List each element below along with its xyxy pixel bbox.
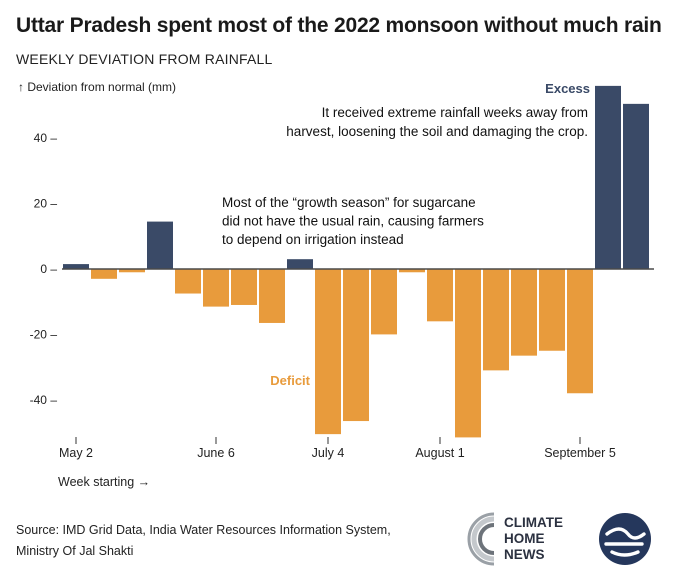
climate-home-news-logo: CLIMATE HOME NEWS: [467, 512, 563, 566]
bar-deficit: [567, 269, 593, 394]
excess-label: Excess: [545, 81, 590, 96]
y-tick-label: 0 –: [40, 262, 57, 276]
annotation-excess-line: harvest, loosening the soil and damaging…: [286, 124, 588, 139]
source-note: Source: IMD Grid Data, India Water Resou…: [16, 520, 416, 562]
logo-text-news: NEWS: [504, 547, 545, 562]
x-tick-label: May 2: [59, 446, 93, 460]
bar-deficit: [119, 269, 145, 273]
bar-deficit: [427, 269, 453, 322]
annotation-growth-line: did not have the usual rain, causing far…: [222, 214, 484, 229]
bar-excess: [623, 103, 649, 270]
bar-excess: [63, 264, 89, 269]
y-tick-label: 20 –: [34, 197, 58, 211]
annotation-excess-line: It received extreme rainfall weeks away …: [322, 105, 588, 120]
y-tick-label: -40 –: [30, 393, 58, 407]
chart-subtitle: WEEKLY DEVIATION FROM RAINFALL: [16, 51, 273, 67]
logo-text-climate: CLIMATE: [504, 515, 563, 530]
x-tick-label: July 4: [312, 446, 345, 460]
x-tick-label: June 6: [197, 446, 235, 460]
annotation-growth-line: Most of the “growth season” for sugarcan…: [222, 195, 476, 210]
source-line-2: Ministry Of Jal Shakti: [16, 544, 134, 558]
y-tick-label: 40 –: [34, 131, 58, 145]
bar-excess: [287, 259, 313, 269]
x-tick-label: August 1: [415, 446, 464, 460]
chart-title: Uttar Pradesh spent most of the 2022 mon…: [16, 14, 662, 37]
bar-deficit: [371, 269, 397, 335]
bar-deficit: [175, 269, 201, 294]
source-line-1: Source: IMD Grid Data, India Water Resou…: [16, 523, 391, 537]
logo-text-home: HOME: [504, 531, 545, 546]
x-tick-label: September 5: [544, 446, 616, 460]
bar-deficit: [539, 269, 565, 351]
bar-deficit: [231, 269, 257, 305]
bar-excess: [595, 85, 621, 269]
bar-deficit: [315, 269, 341, 435]
bar-deficit: [91, 269, 117, 279]
x-axis-label: Week starting →: [58, 475, 150, 489]
bar-deficit: [455, 269, 481, 438]
bar-deficit: [399, 269, 425, 273]
y-tick-label: -20 –: [30, 327, 58, 341]
bar-chart: ↑ Deviation from normal (mm) Week starti…: [18, 80, 654, 489]
bar-deficit: [343, 269, 369, 422]
bar-excess: [147, 221, 173, 269]
bar-deficit: [511, 269, 537, 356]
y-axis-label: ↑ Deviation from normal (mm): [18, 80, 176, 94]
c2e-logo: [599, 513, 651, 565]
bar-deficit: [203, 269, 229, 307]
bar-deficit: [483, 269, 509, 371]
deficit-label: Deficit: [270, 373, 310, 388]
annotation-growth-line: to depend on irrigation instead: [222, 232, 404, 247]
bar-deficit: [259, 269, 285, 323]
